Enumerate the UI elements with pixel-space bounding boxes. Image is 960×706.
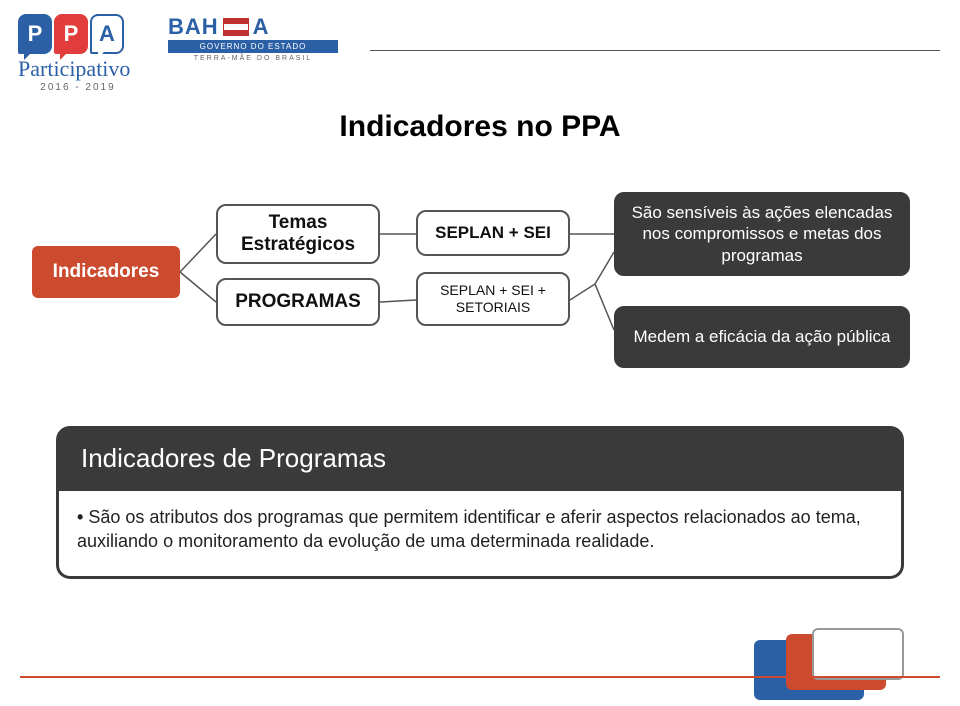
ppa-letter-p1: P — [18, 14, 52, 54]
ppa-letter-p2: P — [54, 14, 88, 54]
card-indicadores-programas: Indicadores de Programas São os atributo… — [56, 426, 904, 579]
header-divider — [370, 50, 940, 51]
node-indicadores: Indicadores — [32, 246, 180, 298]
node-temas-estrategicos: Temas Estratégicos — [216, 204, 380, 264]
bahia-tagline: TERRA-MÃE DO BRASIL — [168, 55, 338, 62]
ppa-letter-p1-text: P — [28, 21, 43, 47]
bahia-subtitle: GOVERNO DO ESTADO — [168, 40, 338, 53]
bahia-word-right: A — [253, 14, 270, 40]
footer-box-white — [812, 628, 904, 680]
bahia-wordmark: BAH A — [168, 14, 338, 40]
card-bullet: São os atributos dos programas que permi… — [77, 505, 883, 554]
ppa-letter-a-text: A — [99, 21, 115, 47]
ppa-years: 2016 - 2019 — [18, 82, 138, 93]
card-body-wrap: São os atributos dos programas que permi… — [56, 491, 904, 579]
node-sensiveis: São sensíveis às ações elencadas nos com… — [614, 192, 910, 276]
header-logos: P P A Participativo 2016 - 2019 BAH A GO… — [18, 14, 338, 93]
bahia-logo: BAH A GOVERNO DO ESTADO TERRA-MÃE DO BRA… — [168, 14, 338, 62]
ppa-participativo: Participativo — [18, 56, 138, 82]
footer-line — [20, 676, 940, 678]
ppa-letter-a: A — [90, 14, 124, 54]
node-seplan-sei-setoriais: SEPLAN + SEI + SETORIAIS — [416, 272, 570, 326]
ppa-logo: P P A Participativo 2016 - 2019 — [18, 14, 138, 93]
card-title: Indicadores de Programas — [56, 426, 904, 491]
node-medem-eficacia: Medem a eficácia da ação pública — [614, 306, 910, 368]
bahia-word-left: BAH — [168, 14, 219, 40]
node-programas: PROGRAMAS — [216, 278, 380, 326]
slide: { "header": { "ppa_letters": ["P", "P", … — [0, 0, 960, 706]
node-seplan-sei: SEPLAN + SEI — [416, 210, 570, 256]
card-body: São os atributos dos programas que permi… — [77, 505, 883, 554]
footer-decor-stack — [744, 620, 904, 700]
slide-title: Indicadores no PPA — [0, 110, 960, 144]
ppa-balloon-row: P P A — [18, 14, 138, 54]
ppa-letter-p2-text: P — [64, 21, 79, 47]
bahia-flag-icon — [223, 18, 249, 36]
